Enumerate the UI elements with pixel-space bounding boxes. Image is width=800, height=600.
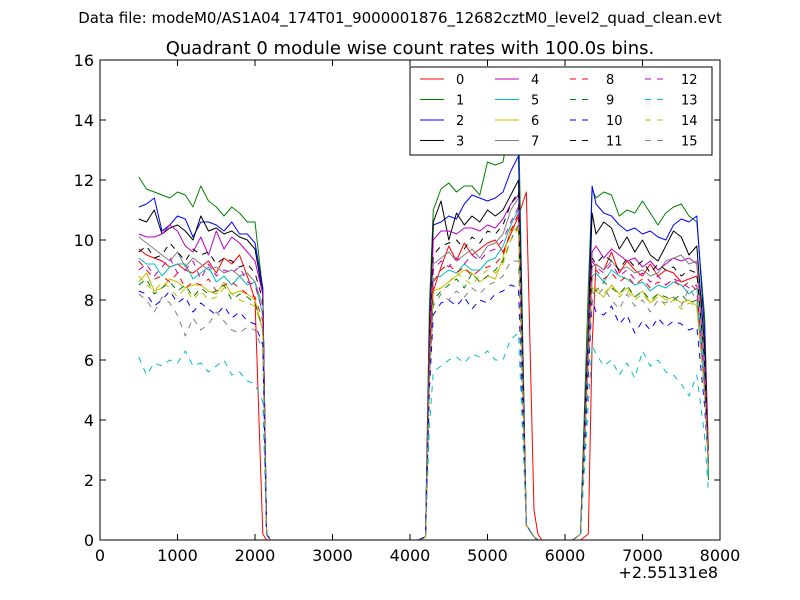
chart-title: Quadrant 0 module wise count rates with …	[166, 38, 655, 59]
x-tick-label: 2000	[235, 546, 276, 565]
x-tick-label: 6000	[545, 546, 586, 565]
y-tick-label: 14	[74, 111, 94, 130]
y-tick-label: 8	[84, 291, 94, 310]
y-tick-label: 4	[84, 411, 94, 430]
series-line-10	[138, 284, 709, 541]
series-line-14	[138, 227, 709, 541]
x-tick-label: 5000	[467, 546, 508, 565]
x-tick-label: 7000	[622, 546, 663, 565]
legend-label-13: 13	[681, 94, 698, 109]
legend-label-14: 14	[681, 114, 698, 129]
legend-label-11: 11	[606, 135, 623, 150]
y-tick-label: 0	[84, 531, 94, 550]
legend-label-6: 6	[531, 114, 539, 129]
series-line-1	[138, 116, 709, 541]
series-line-13	[138, 332, 709, 541]
plot-area: 0 1000 2000 3000 4000 5000 6000 7000 80000246810…	[74, 51, 741, 565]
x-tick-label: 1000	[157, 546, 198, 565]
y-tick-label: 2	[84, 471, 94, 490]
ticks-layer: 0 1000 2000 3000 4000 5000 6000 7000 80000246810…	[74, 51, 741, 565]
y-tick-label: 12	[74, 171, 94, 190]
legend-label-7: 7	[531, 135, 539, 150]
figure-suptitle: Data file: modeM0/AS1A04_174T01_90000018…	[78, 9, 722, 28]
y-tick-label: 16	[74, 51, 94, 70]
y-tick-label: 6	[84, 351, 94, 370]
legend-label-15: 15	[681, 135, 698, 150]
legend-label-5: 5	[531, 94, 539, 109]
legend-label-3: 3	[456, 135, 464, 150]
legend-label-10: 10	[606, 114, 623, 129]
legend-label-9: 9	[606, 94, 614, 109]
legend-label-1: 1	[456, 94, 464, 109]
legend-label-8: 8	[606, 73, 614, 88]
legend-label-2: 2	[456, 114, 464, 129]
x-tick-label: 3000	[312, 546, 353, 565]
legend-label-12: 12	[681, 73, 698, 88]
x-offset-label: +2.55131e8	[618, 563, 718, 582]
x-tick-label: 0	[95, 546, 105, 565]
legend-label-0: 0	[456, 73, 464, 88]
legend-label-4: 4	[531, 73, 539, 88]
x-tick-label: 8000	[700, 546, 741, 565]
x-tick-label: 4000	[390, 546, 431, 565]
y-tick-label: 10	[74, 231, 94, 250]
series-layer	[138, 116, 709, 541]
